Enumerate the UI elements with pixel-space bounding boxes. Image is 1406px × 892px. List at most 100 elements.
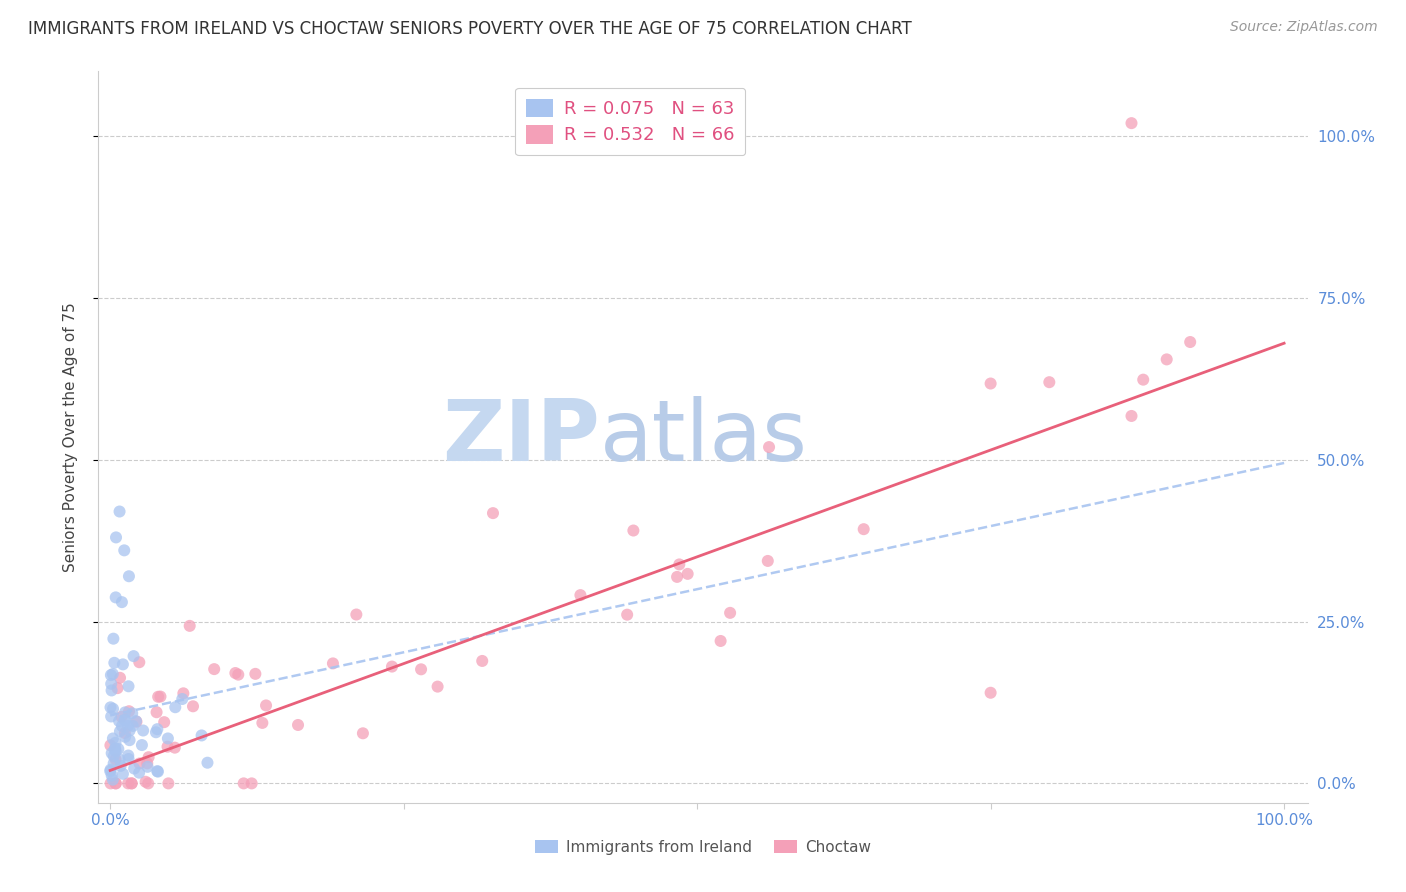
Point	[111, 595, 134, 609]
Point	[666, 570, 689, 584]
Point	[153, 715, 176, 730]
Point	[136, 760, 159, 774]
Point	[621, 524, 644, 538]
Point	[138, 750, 160, 764]
Point	[569, 588, 592, 602]
Point	[108, 714, 131, 728]
Point	[224, 666, 246, 681]
Point	[107, 742, 129, 756]
Point	[118, 704, 141, 718]
Point	[149, 690, 172, 704]
Point	[114, 706, 136, 720]
Point	[105, 530, 128, 544]
Point	[100, 768, 122, 782]
Point	[156, 731, 179, 746]
Text: Source: ZipAtlas.com: Source: ZipAtlas.com	[1230, 20, 1378, 34]
Point	[117, 679, 139, 693]
Point	[146, 764, 169, 779]
Point	[146, 690, 169, 704]
Point	[100, 700, 122, 714]
Point	[121, 706, 143, 721]
Point	[471, 654, 494, 668]
Point	[226, 667, 249, 681]
Point	[100, 709, 122, 723]
Point	[136, 756, 159, 771]
Point	[157, 776, 180, 790]
Point	[112, 543, 135, 558]
Point	[107, 681, 129, 695]
Point	[145, 725, 167, 739]
Point	[980, 376, 1002, 391]
Point	[103, 632, 125, 646]
Point	[100, 677, 122, 691]
Point	[135, 774, 157, 789]
Point	[1156, 352, 1178, 367]
Point	[103, 756, 125, 771]
Point	[616, 607, 638, 622]
Point	[146, 764, 169, 779]
Point	[131, 738, 153, 752]
Text: atlas: atlas	[600, 395, 808, 479]
Point	[104, 742, 127, 756]
Point	[322, 657, 344, 671]
Point	[117, 748, 139, 763]
Point	[146, 722, 169, 736]
Point	[482, 506, 505, 520]
Point	[125, 714, 148, 728]
Point	[117, 752, 139, 766]
Point	[128, 655, 150, 669]
Point	[108, 504, 131, 518]
Point	[1132, 373, 1154, 387]
Point	[145, 705, 167, 719]
Point	[101, 731, 124, 746]
Point	[121, 776, 143, 790]
Point	[426, 680, 449, 694]
Point	[756, 554, 779, 568]
Point	[132, 723, 155, 738]
Y-axis label: Seniors Poverty Over the Age of 75: Seniors Poverty Over the Age of 75	[63, 302, 77, 572]
Point	[104, 741, 127, 756]
Point	[136, 776, 159, 790]
Point	[718, 606, 741, 620]
Point	[111, 657, 134, 672]
Point	[121, 776, 143, 790]
Point	[111, 767, 134, 781]
Point	[118, 569, 141, 583]
Point	[352, 726, 374, 740]
Point	[110, 710, 132, 724]
Point	[240, 776, 263, 790]
Text: ZIP: ZIP	[443, 395, 600, 479]
Point	[245, 666, 267, 681]
Point	[117, 776, 139, 790]
Point	[409, 662, 432, 676]
Point	[103, 656, 125, 670]
Point	[114, 726, 136, 740]
Point	[172, 686, 194, 700]
Point	[254, 698, 277, 713]
Point	[101, 772, 124, 787]
Point	[1121, 409, 1143, 423]
Point	[287, 718, 309, 732]
Point	[1038, 375, 1060, 389]
Point	[172, 692, 194, 706]
Point	[668, 558, 690, 572]
Point	[344, 607, 367, 622]
Point	[100, 746, 122, 760]
Point	[163, 740, 186, 755]
Point	[104, 752, 127, 766]
Point	[118, 723, 141, 738]
Point	[103, 749, 125, 764]
Point	[104, 591, 127, 605]
Point	[101, 667, 124, 681]
Point	[128, 765, 150, 780]
Text: IMMIGRANTS FROM IRELAND VS CHOCTAW SENIORS POVERTY OVER THE AGE OF 75 CORRELATIO: IMMIGRANTS FROM IRELAND VS CHOCTAW SENIO…	[28, 20, 912, 37]
Point	[104, 776, 127, 790]
Point	[1180, 334, 1202, 349]
Point	[121, 719, 143, 733]
Point	[100, 668, 122, 682]
Point	[100, 739, 122, 753]
Point	[852, 522, 875, 536]
Point	[104, 744, 127, 758]
Point	[114, 713, 136, 727]
Point	[108, 753, 131, 767]
